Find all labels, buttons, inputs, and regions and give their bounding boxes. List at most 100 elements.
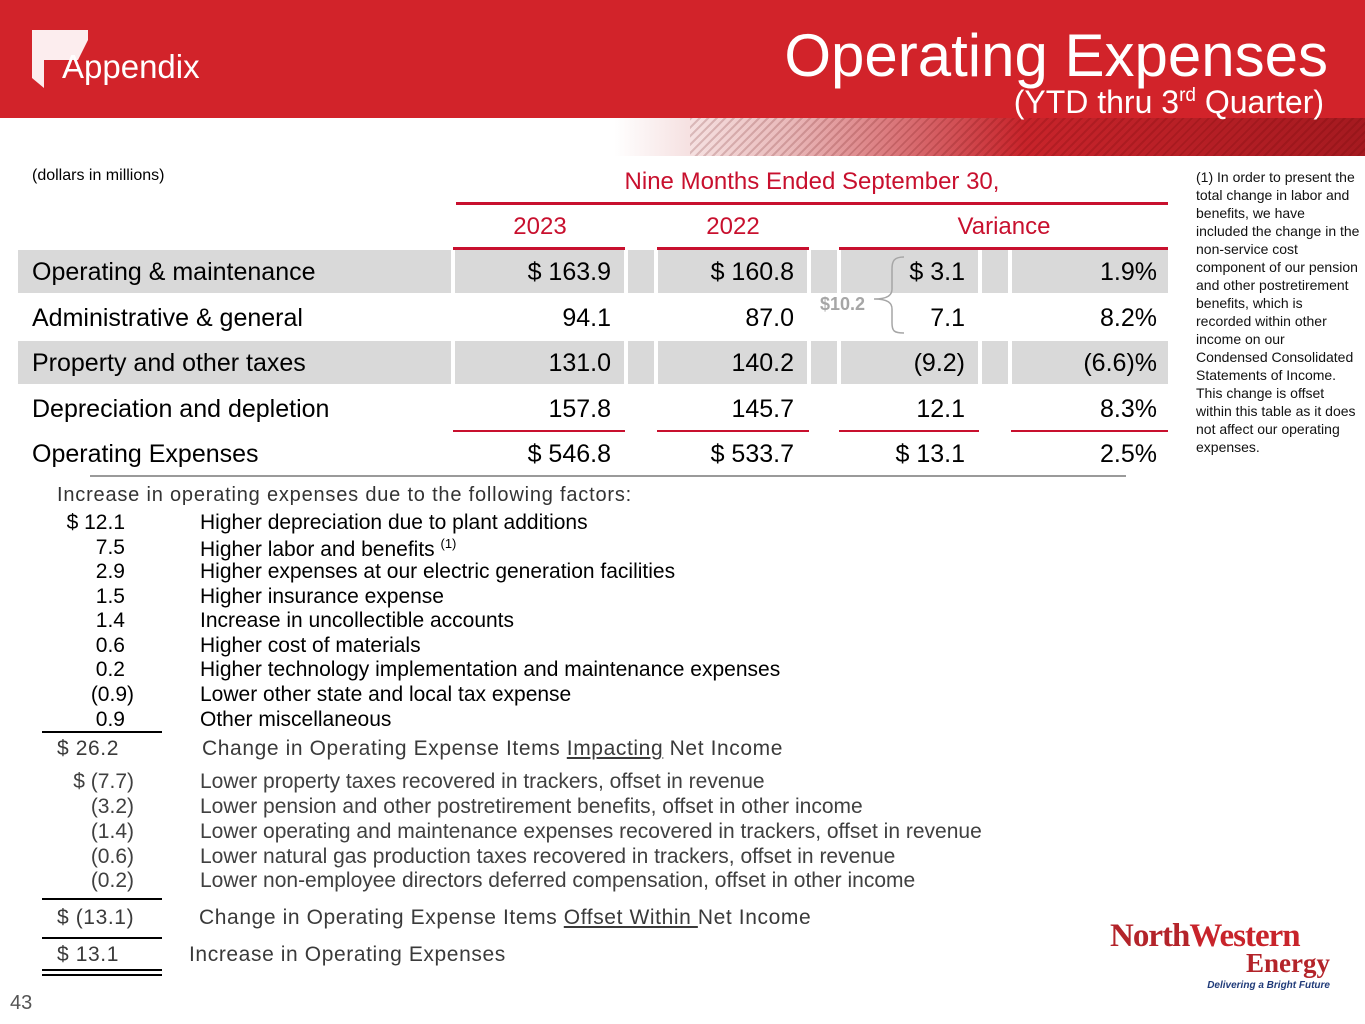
cell-2022: 140.2 [731, 349, 794, 377]
page-number: 43 [10, 992, 33, 1014]
col-gap [624, 250, 628, 293]
subtotal-rule [42, 898, 162, 900]
corner-logo-icon [32, 30, 88, 88]
col-gap [654, 341, 658, 384]
company-logo: NorthWestern Energy Delivering a Bright … [1110, 918, 1330, 991]
header-texture [690, 118, 1365, 156]
factor-amount: 1.5 [95, 585, 125, 608]
subtotal-rule [657, 430, 809, 432]
factor-amount: (0.9) [90, 683, 134, 706]
col-header-variance: Variance [957, 213, 1051, 240]
total-label: Operating Expenses [32, 440, 259, 468]
factor-desc: Higher cost of materials [200, 634, 421, 657]
factors-heading: Increase in operating expenses due to th… [57, 484, 632, 506]
brace-value: $10.2 [820, 294, 866, 314]
grand-total-amount: $ 13.1 [57, 943, 119, 966]
col-gap [1008, 250, 1012, 293]
total-var-amt: $ 13.1 [895, 440, 965, 468]
cell-var-amt: 7.1 [930, 304, 965, 332]
double-rule [42, 974, 162, 976]
col-gap [837, 250, 841, 293]
col-gap [807, 250, 811, 293]
col-gap [1008, 341, 1012, 384]
col-rule-variance [839, 247, 1168, 250]
col-rule-2022 [657, 247, 809, 250]
factor-desc: Higher technology implementation and mai… [200, 658, 781, 681]
factor-amount: 0.6 [95, 634, 125, 657]
cell-2023: $ 163.9 [527, 258, 611, 286]
offset-desc: Lower natural gas production taxes recov… [200, 845, 896, 868]
offset-desc: Lower operating and maintenance expenses… [200, 820, 982, 843]
page-title: Operating Expenses [784, 22, 1328, 89]
total-2023: $ 546.8 [527, 440, 611, 468]
row-label-taxes: Property and other taxes [32, 349, 306, 377]
offset-amount: (3.2) [90, 795, 134, 818]
factor-desc: Increase in uncollectible accounts [200, 609, 515, 632]
col-gap [624, 341, 628, 384]
cell-2023: 157.8 [548, 395, 611, 423]
cell-var-pct: 1.9% [1100, 258, 1157, 286]
table-bottom-rule [90, 475, 1126, 477]
row-label-depreciation: Depreciation and depletion [32, 395, 330, 423]
subtotal-rule [453, 430, 625, 432]
col-rule-2023 [453, 247, 625, 250]
offset-total-amount: $ (13.1) [57, 906, 135, 929]
cell-var-amt: 12.1 [916, 395, 965, 423]
subtotal-rule [839, 430, 979, 432]
col-gap [837, 341, 841, 384]
cell-var-pct: 8.2% [1100, 304, 1157, 332]
offset-desc: Lower non-employee directors deferred co… [200, 869, 916, 892]
double-rule [42, 969, 162, 971]
factor-amount: 1.4 [95, 609, 125, 632]
cell-var-amt: $ 3.1 [909, 258, 965, 286]
cell-2022: 87.0 [745, 304, 794, 332]
offset-amount: (1.4) [90, 820, 134, 843]
total-2022: $ 533.7 [710, 440, 794, 468]
offset-amount: (0.2) [90, 869, 134, 892]
grand-total-label: Increase in Operating Expenses [189, 943, 506, 966]
total-var-pct: 2.5% [1100, 440, 1157, 468]
offset-amount: $ (7.7) [73, 770, 134, 793]
offset-desc: Lower property taxes recovered in tracke… [200, 770, 765, 793]
cell-var-amt: (9.2) [913, 349, 965, 377]
offset-amount: (0.6) [90, 845, 134, 868]
col-gap [807, 341, 811, 384]
factor-amount: 7.5 [95, 536, 125, 559]
col-gap [451, 250, 455, 293]
row-label-ag: Administrative & general [32, 304, 303, 332]
units-note: (dollars in millions) [32, 167, 165, 184]
factor-desc: Higher insurance expense [200, 585, 444, 608]
total-rule [42, 937, 162, 939]
col-header-2023: 2023 [513, 213, 567, 240]
row-bg-3 [18, 341, 1168, 384]
header-band [0, 118, 1365, 156]
offset-total-label: Change in Operating Expense Items Offset… [199, 906, 812, 929]
row-label-om: Operating & maintenance [32, 258, 316, 286]
col-header-2022: 2022 [706, 213, 760, 240]
col-gap [978, 250, 982, 293]
page-subtitle: (YTD thru 3rd Quarter) [1013, 84, 1324, 120]
col-gap [654, 250, 658, 293]
factor-desc: Other miscellaneous [200, 708, 392, 731]
factor-amount: 0.2 [95, 658, 125, 681]
cell-2022: $ 160.8 [710, 258, 794, 286]
impacting-total-label: Change in Operating Expense Items Impact… [202, 737, 784, 760]
offset-desc: Lower pension and other postretirement b… [200, 795, 863, 818]
cell-2023: 131.0 [548, 349, 611, 377]
section-label: Appendix [62, 48, 200, 85]
brace-icon [873, 256, 905, 334]
period-header: Nine Months Ended September 30, [624, 168, 1000, 195]
row-bg-1 [18, 250, 1168, 293]
factor-desc: Higher labor and benefits (1) [200, 536, 457, 561]
cell-2023: 94.1 [562, 304, 611, 332]
cell-var-pct: 8.3% [1100, 395, 1157, 423]
factor-amount: 0.9 [95, 708, 125, 731]
col-gap [451, 341, 455, 384]
period-rule [456, 202, 1168, 205]
cell-var-pct: (6.6)% [1083, 349, 1157, 377]
subtotal-rule [1011, 430, 1168, 432]
factor-desc: Higher depreciation due to plant additio… [200, 511, 588, 534]
footnote: (1) In order to present the total change… [1196, 169, 1360, 455]
factor-amount: 2.9 [95, 560, 125, 583]
factor-amount: $ 12.1 [66, 511, 125, 534]
